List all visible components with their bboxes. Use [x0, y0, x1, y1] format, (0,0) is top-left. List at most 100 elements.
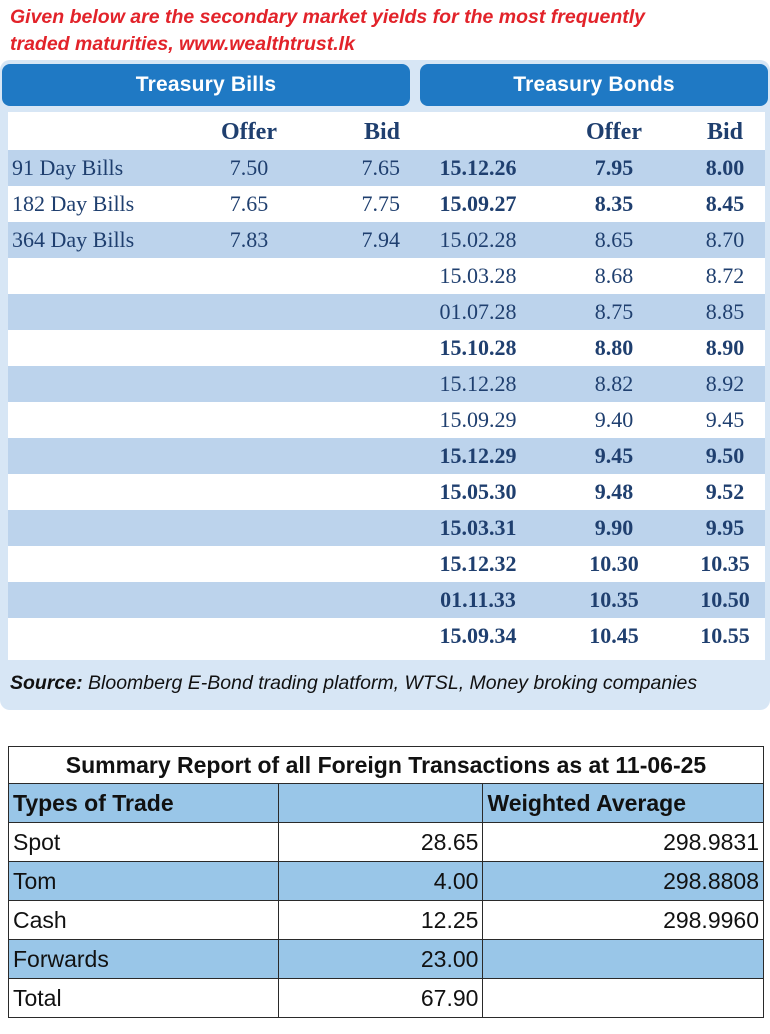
bond-offer: 8.68 [594, 263, 634, 288]
table-row: Total 67.90 [7, 978, 764, 1018]
bond-maturity: 15.10.28 [439, 335, 517, 360]
trade-type: Forwards [7, 939, 280, 979]
bond-bid: 9.95 [705, 515, 745, 540]
table-row: Cash 12.25 298.9960 [7, 900, 764, 940]
yield-row: 15.03.31 9.90 9.95 [8, 510, 765, 546]
bond-offer: 10.45 [589, 623, 639, 648]
summary-title-row: Summary Report of all Foreign Transactio… [8, 746, 764, 784]
yield-row: 15.09.29 9.40 9.45 [8, 402, 765, 438]
weighted-average-header: Weighted Average [482, 783, 764, 823]
bond-maturity: 15.12.26 [439, 155, 517, 180]
yield-row: 91 Day Bills 7.50 7.65 15.12.26 7.95 8.0… [8, 150, 765, 186]
source-label: Source: [10, 672, 83, 694]
foreign-transactions-summary-table: Summary Report of all Foreign Transactio… [7, 746, 764, 1018]
yield-row: 15.12.28 8.82 8.92 [8, 366, 765, 402]
bond-maturity: 15.12.29 [439, 443, 517, 468]
bond-bid: 10.35 [700, 551, 750, 576]
bond-bid: 8.92 [705, 371, 745, 396]
trade-amount: 67.90 [278, 978, 484, 1018]
yields-table: Offer Bid Offer Bid 91 Day Bills 7.50 7.… [8, 112, 765, 660]
trade-amount: 23.00 [278, 939, 484, 979]
bond-maturity: 15.03.28 [439, 263, 517, 288]
bonds-offer-column-header: Offer [586, 119, 642, 145]
source-text: Bloomberg E-Bond trading platform, WTSL,… [82, 672, 698, 694]
trade-type: Cash [7, 900, 280, 940]
bills-bid-column-header: Bid [363, 119, 400, 145]
amount-header [278, 783, 484, 823]
bill-offer: 7.50 [229, 155, 269, 180]
bond-bid: 8.45 [705, 191, 745, 216]
bond-bid: 8.72 [705, 263, 745, 288]
types-of-trade-header: Types of Trade [7, 783, 280, 823]
bond-maturity: 15.09.34 [439, 623, 517, 648]
yield-row: 364 Day Bills 7.83 7.94 15.02.28 8.65 8.… [8, 222, 765, 258]
treasury-bonds-header: Treasury Bonds [420, 64, 768, 106]
bill-name: 91 Day Bills [12, 155, 124, 180]
bond-maturity: 15.09.27 [439, 191, 517, 216]
summary-header-row: Types of Trade Weighted Average [7, 783, 764, 823]
bill-name: 182 Day Bills [12, 191, 135, 216]
bill-offer: 7.65 [229, 191, 269, 216]
bond-offer: 9.40 [594, 407, 634, 432]
bond-offer: 9.90 [594, 515, 634, 540]
bill-offer: 7.83 [229, 227, 269, 252]
summary-title: Summary Report of all Foreign Transactio… [8, 746, 764, 784]
yields-column-header-row: Offer Bid Offer Bid [8, 114, 765, 150]
yield-row: 01.11.33 10.35 10.50 [8, 582, 765, 618]
yield-row: 15.03.28 8.68 8.72 [8, 258, 765, 294]
bond-bid: 9.50 [705, 443, 745, 468]
trade-weighted-average: 298.9831 [482, 822, 764, 862]
bond-maturity: 01.11.33 [440, 587, 516, 612]
bond-maturity: 15.03.31 [439, 515, 517, 540]
trade-weighted-average: 298.9960 [482, 900, 764, 940]
treasury-bills-header: Treasury Bills [2, 64, 410, 106]
yield-row: 15.12.32 10.30 10.35 [8, 546, 765, 582]
bond-offer: 9.45 [594, 443, 634, 468]
trade-type: Tom [7, 861, 280, 901]
bond-bid: 8.90 [705, 335, 745, 360]
bond-maturity: 15.02.28 [439, 227, 517, 252]
trade-amount: 4.00 [278, 861, 484, 901]
bills-offer-column-header: Offer [221, 119, 277, 145]
trade-amount: 12.25 [278, 900, 484, 940]
bond-offer: 8.65 [594, 227, 634, 252]
bill-bid: 7.65 [361, 155, 401, 180]
bond-maturity: 15.09.29 [439, 407, 517, 432]
bond-offer: 8.82 [594, 371, 634, 396]
bill-bid: 7.75 [361, 191, 401, 216]
bond-offer: 9.48 [594, 479, 634, 504]
caption-line-1: Given below are the secondary market yie… [10, 6, 646, 28]
caption-line-2: traded maturities, www.wealthtrust.lk [10, 33, 355, 55]
bond-bid: 8.00 [705, 155, 745, 180]
table-row: Tom 4.00 298.8808 [7, 861, 764, 901]
bond-offer: 7.95 [594, 155, 634, 180]
table-row: Forwards 23.00 [7, 939, 764, 979]
bill-bid: 7.94 [361, 227, 401, 252]
yield-row: 15.12.29 9.45 9.50 [8, 438, 765, 474]
bond-bid: 9.45 [705, 407, 745, 432]
bill-name: 364 Day Bills [12, 227, 135, 252]
bond-bid: 10.50 [700, 587, 750, 612]
trade-type: Total [7, 978, 280, 1018]
bond-maturity: 01.07.28 [439, 299, 517, 324]
bond-maturity: 15.12.32 [439, 551, 517, 576]
yield-row: 01.07.28 8.75 8.85 [8, 294, 765, 330]
bond-offer: 8.75 [594, 299, 634, 324]
trade-weighted-average [482, 978, 764, 1018]
bond-offer: 8.80 [594, 335, 634, 360]
bond-offer: 10.35 [589, 587, 639, 612]
yield-row: 15.10.28 8.80 8.90 [8, 330, 765, 366]
bond-offer: 10.30 [589, 551, 639, 576]
bond-bid: 8.85 [705, 299, 745, 324]
page-caption: Given below are the secondary market yie… [10, 4, 760, 58]
trade-amount: 28.65 [278, 822, 484, 862]
source-note: Source: Bloomberg E-Bond trading platfor… [10, 672, 697, 695]
trade-weighted-average: 298.8808 [482, 861, 764, 901]
yield-row: 15.09.34 10.45 10.55 [8, 618, 765, 654]
bond-bid: 8.70 [705, 227, 745, 252]
table-row: Spot 28.65 298.9831 [7, 822, 764, 862]
bond-bid: 9.52 [705, 479, 745, 504]
bond-offer: 8.35 [594, 191, 634, 216]
yield-row: 15.05.30 9.48 9.52 [8, 474, 765, 510]
bond-bid: 10.55 [700, 623, 750, 648]
